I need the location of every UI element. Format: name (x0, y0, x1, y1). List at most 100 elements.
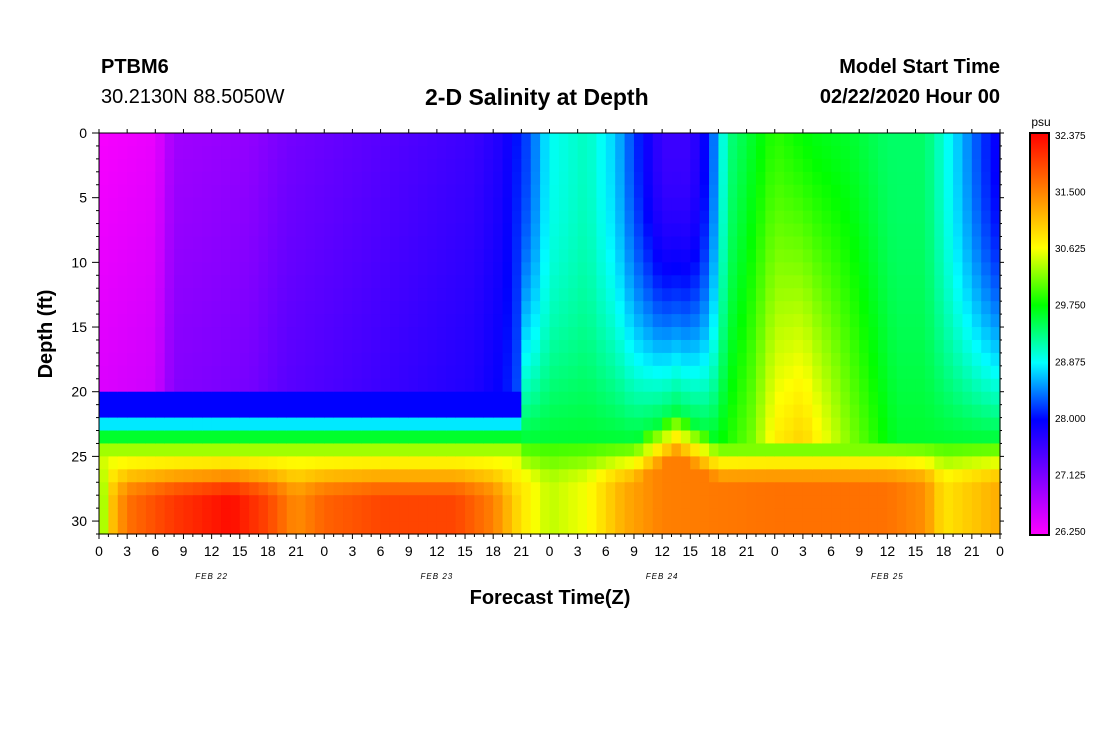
heatmap-cell (877, 469, 888, 483)
heatmap-cell (286, 469, 297, 483)
heatmap-cell (380, 508, 391, 522)
heatmap-cell (962, 508, 973, 522)
heatmap-cell (896, 430, 907, 445)
heatmap-cell (352, 456, 363, 470)
heatmap-cell (615, 145, 626, 160)
heatmap-cell (427, 495, 438, 509)
heatmap-cell (267, 482, 278, 496)
heatmap-cell (849, 288, 860, 302)
heatmap-cell (239, 262, 250, 276)
heatmap-cell (136, 236, 147, 251)
heatmap-cell (361, 482, 372, 496)
heatmap-cell (887, 249, 898, 263)
heatmap-cell (324, 495, 335, 509)
heatmap-cell (906, 275, 917, 289)
heatmap-cell (305, 133, 316, 147)
heatmap-cell (549, 275, 560, 289)
heatmap-cell (333, 133, 344, 147)
heatmap-cell (99, 301, 109, 315)
heatmap-cell (511, 391, 522, 406)
heatmap-cell (662, 365, 673, 380)
heatmap-cell (624, 469, 635, 483)
heatmap-cell (108, 314, 119, 328)
heatmap-cell (286, 482, 297, 496)
heatmap-cell (896, 469, 907, 483)
heatmap-cell (380, 262, 391, 276)
heatmap-cell (643, 158, 654, 173)
heatmap-cell (183, 210, 194, 225)
heatmap-cell (915, 443, 926, 457)
heatmap-cell (662, 145, 673, 160)
heatmap-cell (511, 145, 522, 160)
heatmap-cell (174, 184, 185, 199)
heatmap-cell (183, 197, 194, 212)
heatmap-cell (943, 508, 954, 522)
heatmap-cell (286, 339, 297, 354)
x-tick-label: 12 (204, 543, 220, 559)
heatmap-cell (296, 521, 307, 535)
heatmap-cell (164, 210, 175, 225)
y-tick-label: 15 (71, 319, 87, 335)
heatmap-cell (418, 210, 429, 225)
heatmap-cell (145, 184, 156, 199)
heatmap-cell (962, 378, 973, 393)
heatmap-cell (943, 521, 954, 535)
heatmap-cell (192, 223, 203, 238)
heatmap-cell (821, 288, 832, 302)
heatmap-cell (906, 288, 917, 302)
heatmap-cell (737, 197, 748, 212)
heatmap-cell (690, 430, 701, 445)
heatmap-cell (108, 197, 119, 212)
heatmap-cell (755, 249, 766, 263)
heatmap-cell (145, 327, 156, 341)
heatmap-cell (755, 417, 766, 432)
heatmap-cell (474, 508, 485, 522)
heatmap-cell (465, 262, 476, 276)
heatmap-cell (605, 288, 616, 302)
heatmap-cell (981, 365, 992, 380)
heatmap-cell (671, 495, 682, 509)
heatmap-cell (971, 133, 982, 147)
heatmap-cell (202, 314, 213, 328)
heatmap-cell (446, 391, 457, 406)
heatmap-cell (371, 314, 382, 328)
heatmap-cell (221, 339, 231, 354)
heatmap-cell (136, 469, 147, 483)
heatmap-cell (530, 223, 541, 238)
heatmap-cell (418, 262, 429, 276)
heatmap-cell (671, 339, 682, 354)
heatmap-cell (587, 301, 598, 315)
heatmap-cell (521, 301, 532, 315)
heatmap-cell (277, 521, 288, 535)
colorbar-unit: psu (1031, 115, 1050, 129)
heatmap-cell (737, 327, 748, 341)
heatmap-cell (127, 288, 138, 302)
heatmap-cell (483, 158, 494, 173)
heatmap-cell (784, 482, 795, 496)
heatmap-cell (305, 495, 316, 509)
heatmap-cell (502, 184, 513, 199)
heatmap-cell (324, 158, 335, 173)
heatmap-cell (887, 301, 898, 315)
heatmap-cell (436, 327, 447, 341)
heatmap-cell (896, 275, 907, 289)
heatmap-cell (117, 223, 128, 238)
heatmap-cell (324, 223, 335, 238)
heatmap-cell (877, 133, 888, 147)
heatmap-cell (455, 262, 466, 276)
heatmap-cell (568, 314, 579, 328)
heatmap-cell (709, 378, 720, 393)
heatmap-cell (953, 404, 964, 419)
heatmap-cell (971, 262, 982, 276)
heatmap-cell (483, 223, 494, 238)
heatmap-cell (953, 145, 964, 160)
heatmap-cell (924, 327, 935, 341)
heatmap-cell (230, 197, 241, 212)
heatmap-cell (943, 158, 954, 173)
heatmap-cell (831, 236, 842, 251)
heatmap-cell (671, 275, 682, 289)
heatmap-cell (699, 288, 710, 302)
heatmap-cell (633, 171, 644, 186)
heatmap-cell (511, 469, 522, 483)
heatmap-cell (849, 236, 860, 251)
